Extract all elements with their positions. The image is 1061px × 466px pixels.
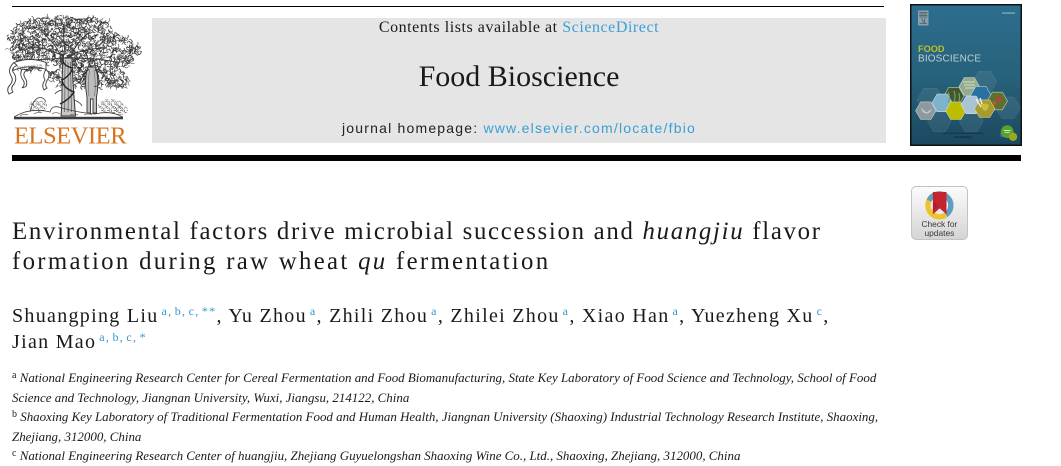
svg-text:FOOD: FOOD — [918, 44, 945, 54]
svg-text:Check for: Check for — [921, 219, 957, 229]
svg-text:ELSEVIER: ELSEVIER — [14, 123, 127, 149]
svg-text:BIOSCIENCE: BIOSCIENCE — [918, 54, 981, 65]
svg-text:NON SOLUS: NON SOLUS — [17, 63, 43, 70]
svg-text:updates: updates — [924, 228, 954, 238]
